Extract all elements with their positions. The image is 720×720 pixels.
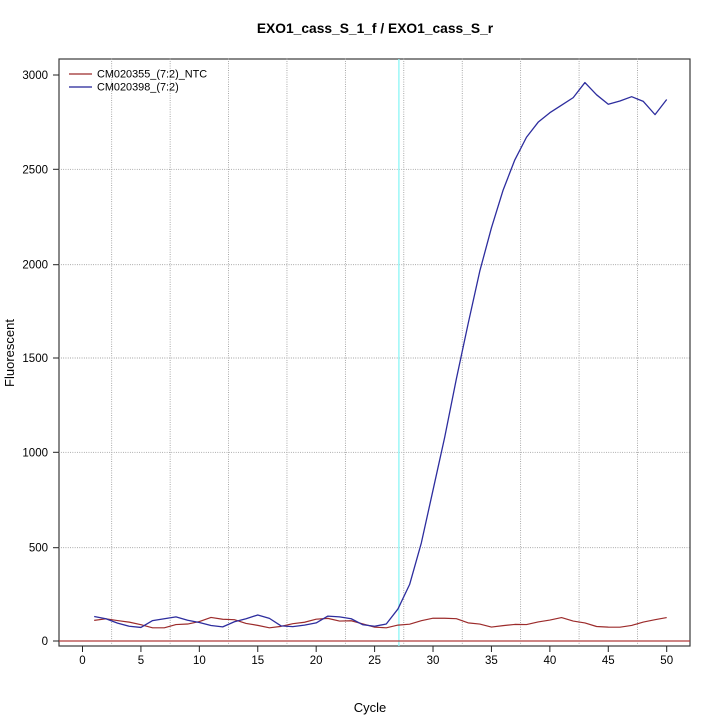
svg-text:30: 30 (427, 655, 440, 667)
svg-text:0: 0 (42, 636, 48, 648)
svg-text:10: 10 (193, 655, 206, 667)
svg-text:Cycle: Cycle (354, 700, 387, 715)
svg-text:1000: 1000 (22, 447, 48, 459)
svg-text:0: 0 (79, 655, 85, 667)
svg-text:500: 500 (29, 543, 48, 555)
svg-text:2000: 2000 (22, 260, 48, 272)
svg-text:50: 50 (660, 655, 673, 667)
svg-text:CM020398_(7:2): CM020398_(7:2) (97, 82, 179, 94)
svg-text:20: 20 (310, 655, 323, 667)
svg-text:2500: 2500 (22, 164, 48, 176)
svg-text:5: 5 (138, 655, 144, 667)
svg-text:40: 40 (543, 655, 556, 667)
svg-text:EXO1_cass_S_1_f / EXO1_cass_S_: EXO1_cass_S_1_f / EXO1_cass_S_r (257, 21, 494, 36)
svg-text:45: 45 (602, 655, 615, 667)
svg-text:25: 25 (368, 655, 381, 667)
svg-text:CM020355_(7:2)_NTC: CM020355_(7:2)_NTC (97, 69, 207, 81)
svg-text:35: 35 (485, 655, 498, 667)
svg-text:3000: 3000 (22, 70, 48, 82)
svg-text:15: 15 (251, 655, 264, 667)
svg-text:1500: 1500 (22, 353, 48, 365)
svg-text:Fluorescent: Fluorescent (2, 319, 17, 387)
